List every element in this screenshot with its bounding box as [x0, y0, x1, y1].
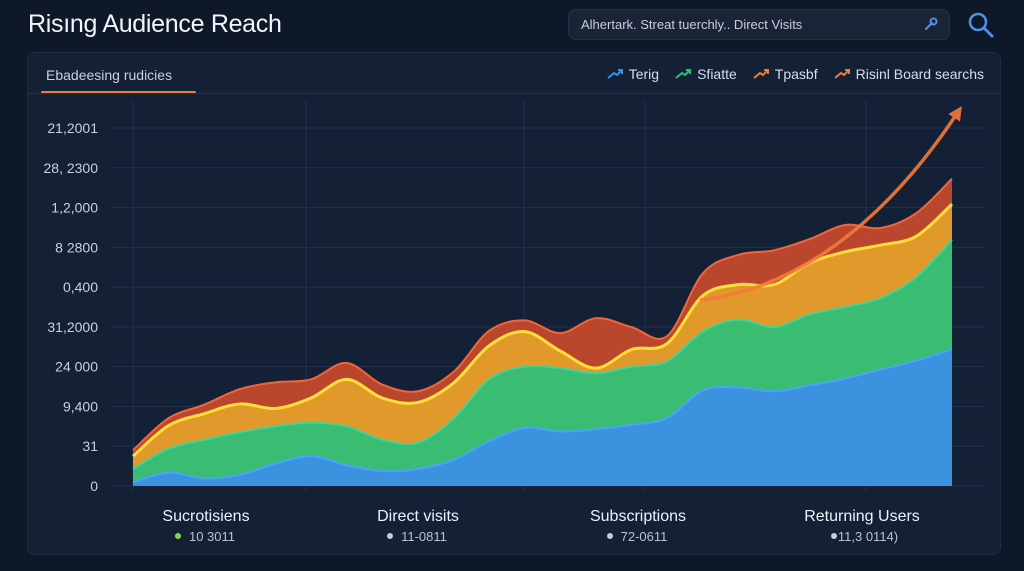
legend-label: Sfiatte: [697, 66, 737, 82]
y-tick-label: 24 000: [55, 359, 98, 375]
x-category-label: Sucrotisiens: [162, 508, 249, 525]
category-dot: [831, 533, 837, 539]
trend-arrow-icon: [833, 69, 850, 79]
trend-arrow-icon: [675, 69, 692, 79]
legend-item-4[interactable]: Risinl Board searchs: [833, 66, 984, 82]
header-divider: [28, 93, 1000, 94]
y-tick-label: 0: [90, 478, 98, 494]
series-area: [133, 349, 952, 486]
legend-label: Tpasbf: [774, 66, 818, 82]
series-lines: [132, 177, 954, 484]
series-areas: [133, 178, 952, 486]
legend-item-1[interactable]: Terig: [607, 66, 659, 82]
x-category-sublabel: 11-0811: [401, 529, 447, 544]
legend-label: Risinl Board searchs: [855, 66, 984, 82]
category-dot: [175, 533, 181, 539]
x-category-label: Subscriptions: [590, 508, 686, 525]
y-tick-label: 31,2000: [47, 319, 98, 335]
x-axis-categories: Sucrotisiens 10 3011 Direct visits 11-0811 S…: [162, 508, 919, 544]
search-input[interactable]: Alhertark. Streat tuerchly.. Direct Visi…: [568, 9, 950, 40]
legend-item-2[interactable]: Sfiatte: [675, 66, 737, 82]
series-line: [132, 177, 953, 451]
x-category-sublabel: 11,3 0114): [838, 529, 898, 544]
chart-subtitle: Ebadeesing rudicies: [46, 67, 173, 83]
y-tick-label: 28, 2300: [44, 160, 99, 176]
y-tick-label: 0,400: [63, 279, 98, 295]
location-pin-icon[interactable]: [923, 16, 939, 32]
x-category-sublabel: 72-0611: [621, 529, 668, 544]
y-tick-label: 21,2001: [47, 120, 98, 136]
legend-item-3[interactable]: Tpasbf: [753, 66, 818, 82]
y-tick-label: 8 2800: [55, 239, 98, 255]
category-dot: [387, 533, 393, 539]
trend-arrow-icon: [699, 106, 962, 302]
category-dot: [607, 533, 613, 539]
y-tick-label: 31: [82, 438, 98, 454]
chart-legend: Terig Sfiatte Tpasbf Risinl Board search…: [607, 66, 984, 82]
y-axis-ticks: 21,2001 28, 2300 1,2,000 8 2800 0,400 31,2000…: [44, 120, 99, 494]
legend-label: Terig: [628, 66, 660, 82]
search-input-text: Alhertark. Streat tuerchly.. Direct Visi…: [581, 17, 803, 32]
trend-arrow-icon: [607, 69, 623, 79]
y-tick-label: 1,2,000: [51, 200, 98, 216]
chart-title: Risıng Audience Reach: [28, 10, 282, 38]
x-category-label: Direct visits: [377, 508, 459, 525]
x-category-sublabel: 10 3011: [189, 529, 235, 544]
subtitle-underline: [41, 91, 196, 94]
y-tick-label: 9,400: [63, 398, 98, 414]
series-line: [132, 348, 953, 484]
trend-arrow-icon: [753, 69, 769, 79]
x-category-label: Returning Users: [804, 508, 920, 525]
series-line: [132, 239, 953, 470]
search-icon[interactable]: [966, 10, 996, 40]
